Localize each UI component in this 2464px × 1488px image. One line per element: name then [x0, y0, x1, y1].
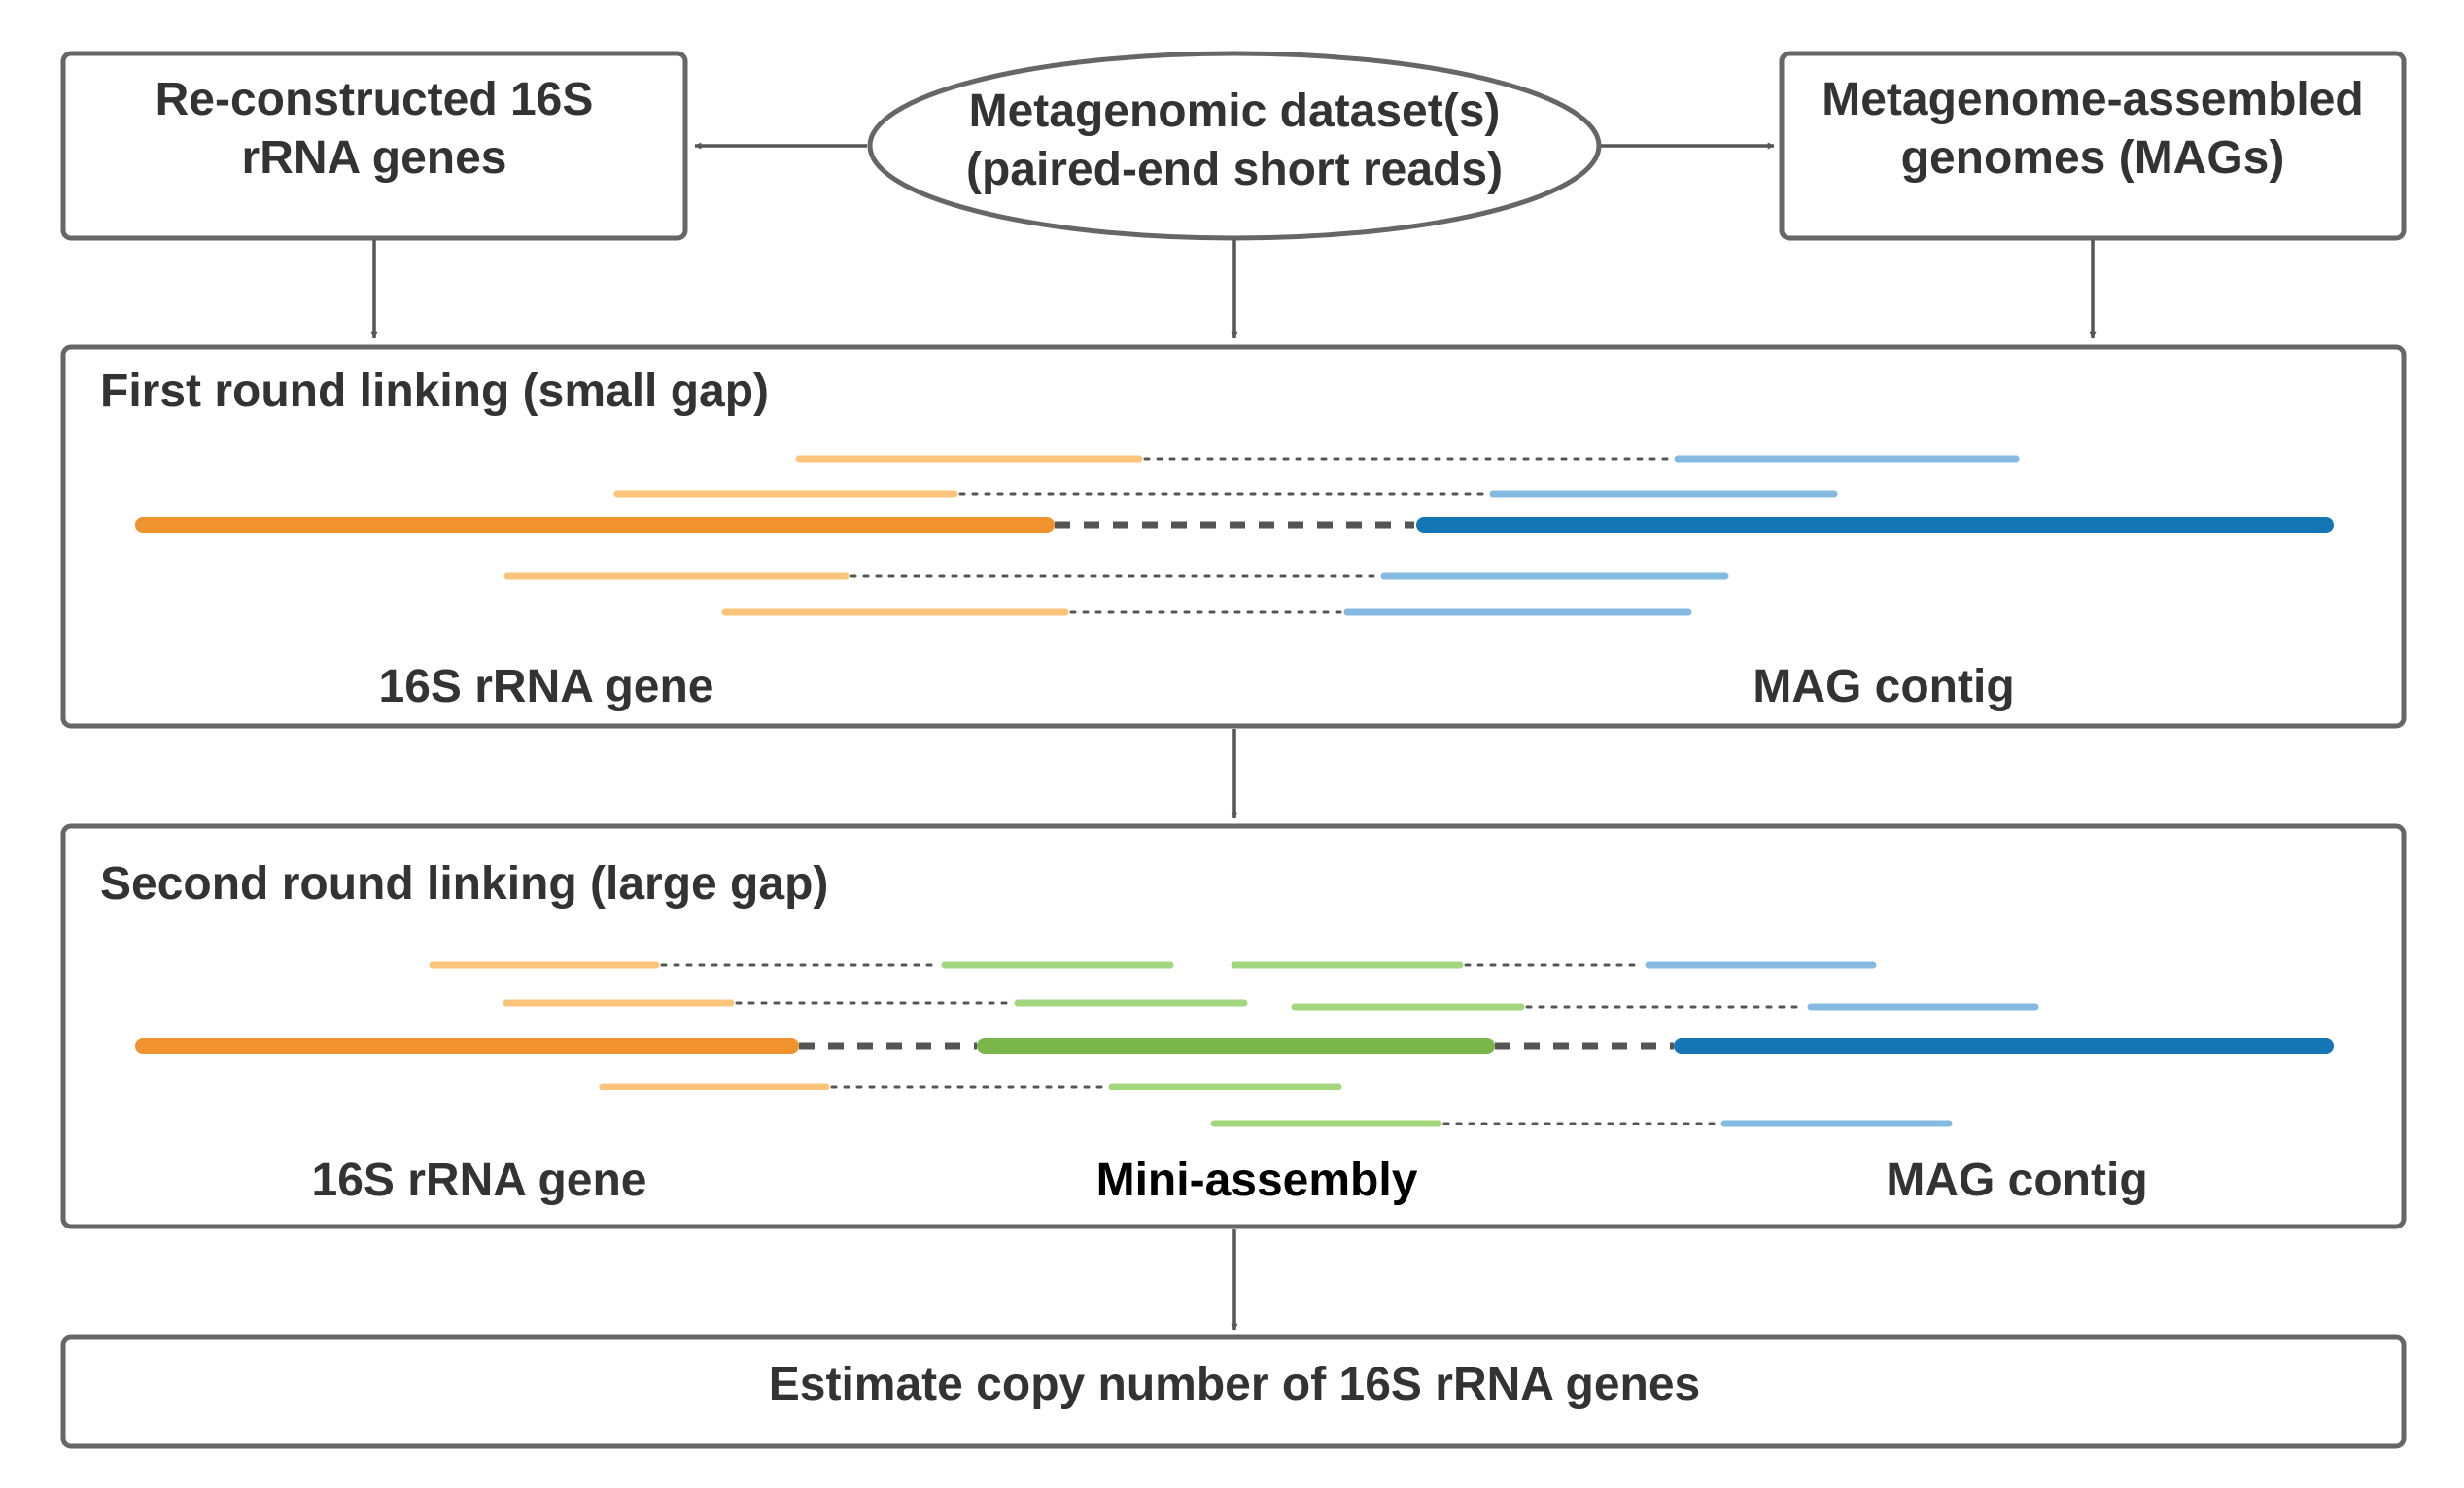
round2-16s-label: 16S rRNA gene	[312, 1155, 647, 1206]
round2-mini-assembly-label: Mini-assembly	[1096, 1155, 1418, 1206]
reconstructed-16s-line1: Re-constructed 16S	[156, 74, 594, 125]
round2-reads	[135, 961, 2334, 1127]
metagenomic-dataset-line1: Metagenomic dataset(s)	[969, 86, 1501, 137]
round1-panel	[60, 344, 2407, 729]
reconstructed-16s-line2: rRNA genes	[242, 132, 507, 184]
round2-mag-label: MAG contig	[1886, 1155, 2147, 1206]
estimate-copy-number-box	[60, 1334, 2407, 1449]
round1-reads	[135, 455, 2334, 616]
mags-line2: genomes (MAGs)	[1901, 132, 2285, 184]
reconstructed-16s-box	[60, 51, 688, 241]
mags-line1: Metagenome-assembled	[1822, 74, 2364, 125]
round2-title: Second round linking (large gap)	[100, 858, 828, 910]
metagenomic-dataset-ellipse	[867, 51, 1602, 241]
round1-title: First round linking (small gap)	[100, 365, 769, 417]
metagenomic-dataset-line2: (paired-end short reads)	[966, 144, 1503, 195]
mags-box	[1779, 51, 2407, 241]
round1-16s-label: 16S rRNA gene	[379, 661, 714, 712]
round1-mag-label: MAG contig	[1753, 661, 2014, 712]
estimate-copy-number-label: Estimate copy number of 16S rRNA genes	[769, 1359, 1700, 1410]
